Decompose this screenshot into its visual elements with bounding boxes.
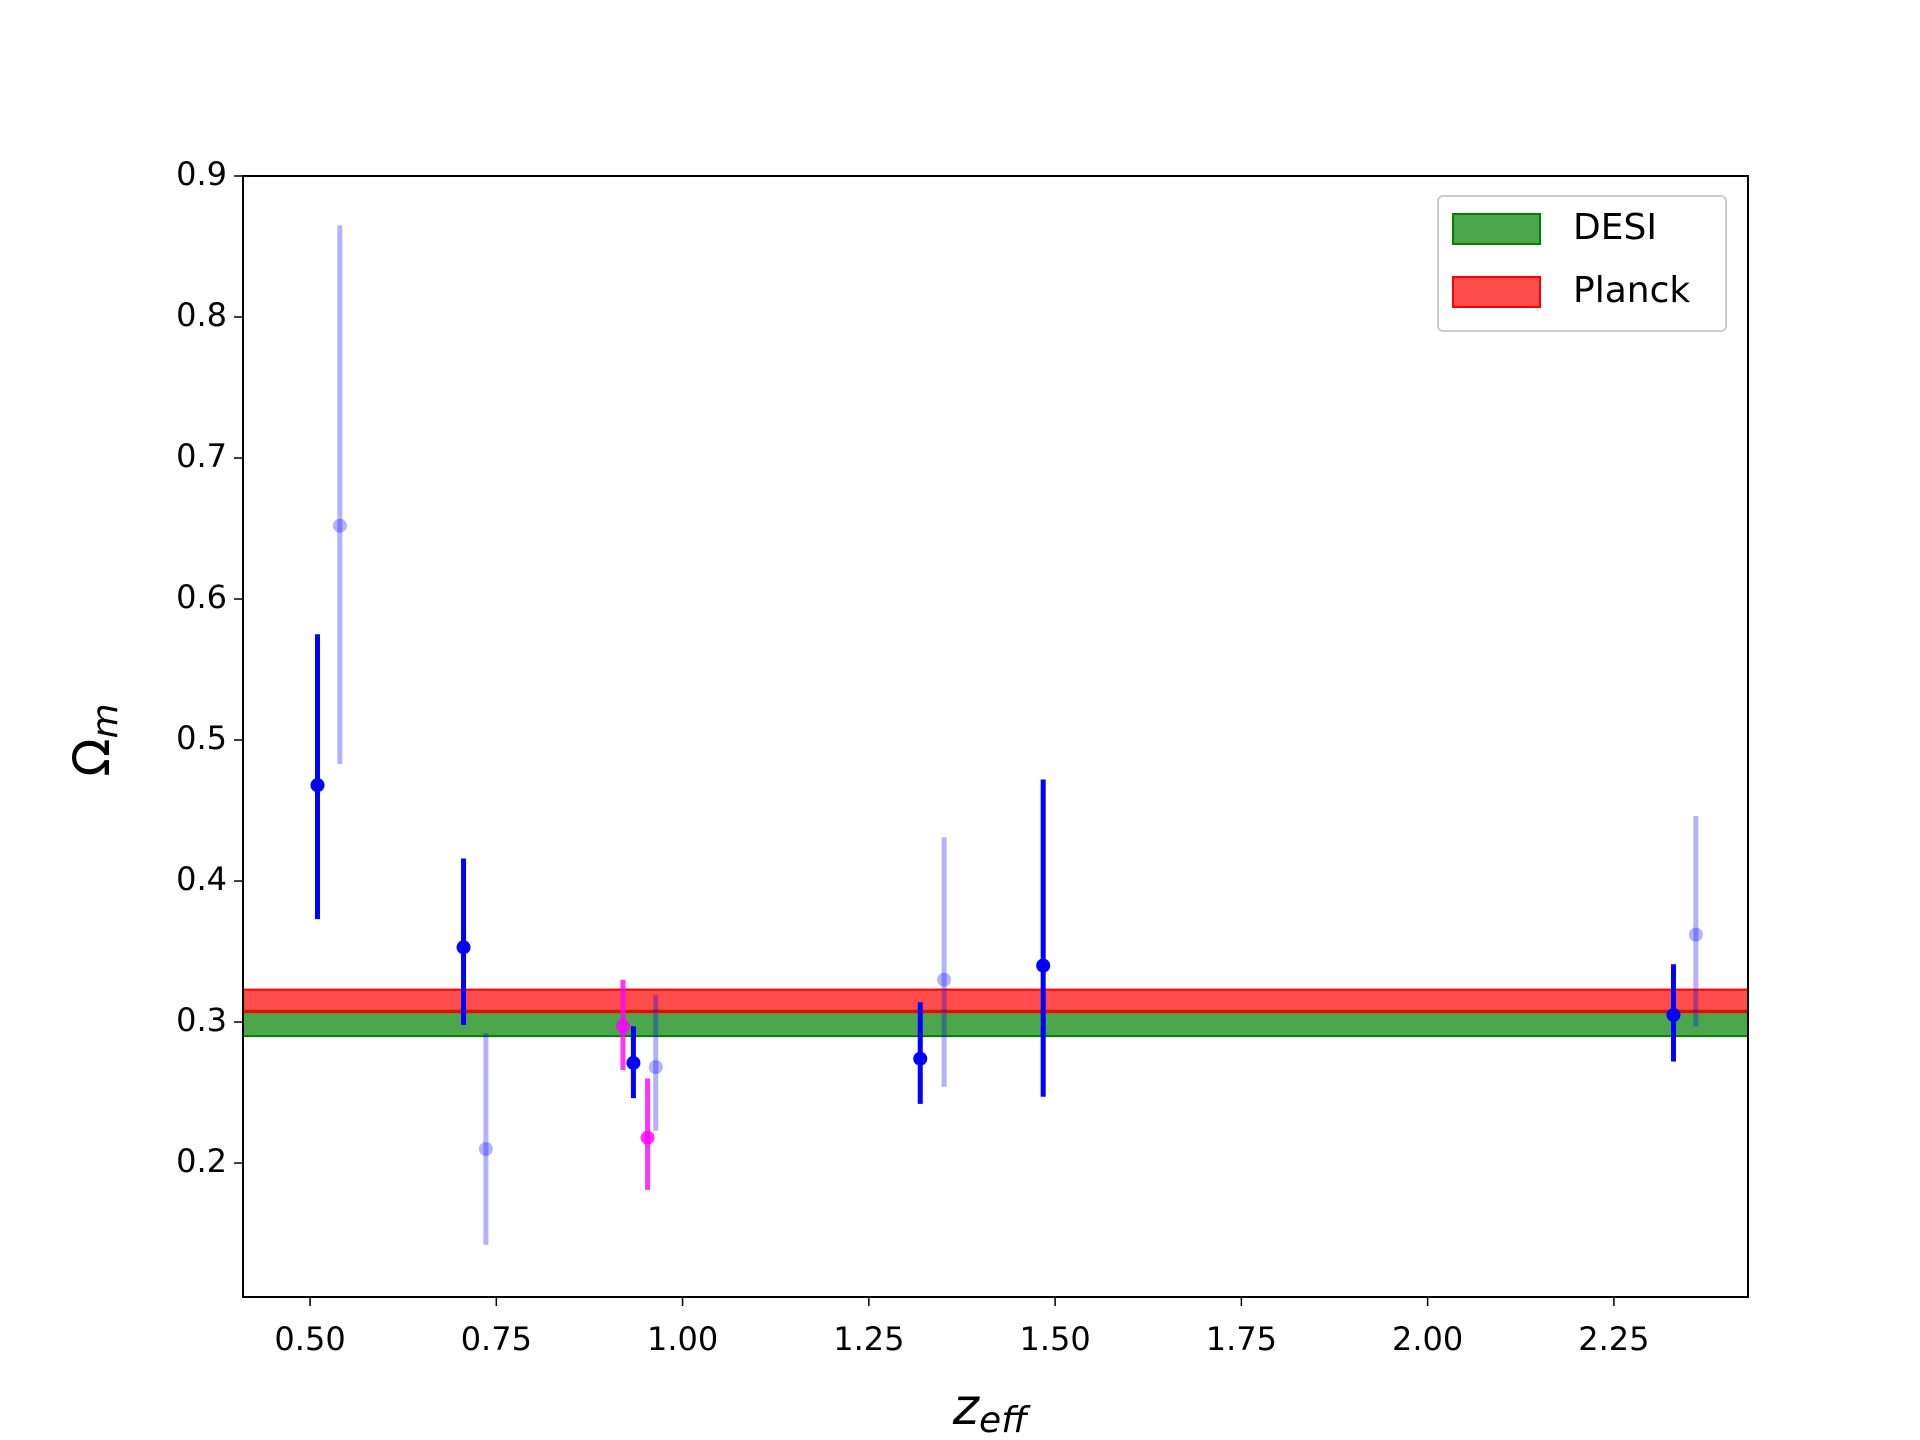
x-tick-label: 1.75 (1206, 1320, 1277, 1358)
y-axis-label: Ωm (63, 703, 127, 776)
x-tick-label: 2.00 (1392, 1320, 1463, 1358)
data-point (1666, 1007, 1681, 1022)
legend-label: DESI (1573, 207, 1657, 248)
data-point (1036, 958, 1051, 973)
x-tick-label: 0.75 (461, 1320, 532, 1358)
y-tick-label: 0.2 (176, 1142, 227, 1180)
y-tick-label: 0.7 (176, 437, 227, 475)
y-tick-label: 0.4 (176, 860, 227, 898)
x-tick-label: 1.25 (833, 1320, 904, 1358)
legend-swatch (1452, 213, 1541, 245)
x-tick-label: 0.50 (274, 1320, 345, 1358)
axes-frame (242, 175, 1749, 1298)
data-point (626, 1055, 641, 1070)
legend-swatch (1452, 276, 1541, 308)
band (242, 1009, 1749, 1038)
x-label-text: z (952, 1378, 981, 1436)
x-axis-label: zeff (952, 1378, 1031, 1440)
data-point (1688, 927, 1703, 942)
legend-label: Planck (1573, 270, 1690, 311)
data-point (478, 1141, 493, 1156)
y-tick-label: 0.9 (176, 155, 227, 193)
data-point (937, 972, 952, 987)
data-point (913, 1051, 928, 1066)
x-tick-label: 2.25 (1578, 1320, 1649, 1358)
data-point (332, 518, 347, 533)
y-label-sub: m (85, 703, 126, 738)
y-label-text: Ω (63, 738, 121, 776)
data-point (648, 1060, 663, 1075)
x-tick-label: 1.00 (647, 1320, 718, 1358)
y-tick-label: 0.8 (176, 296, 227, 334)
y-tick-label: 0.6 (176, 578, 227, 616)
data-point (615, 1019, 630, 1034)
x-label-sub: eff (979, 1400, 1031, 1440)
y-tick-label: 0.5 (176, 719, 227, 757)
x-tick-label: 1.50 (1019, 1320, 1090, 1358)
y-tick-label: 0.3 (176, 1001, 227, 1039)
data-point (640, 1130, 655, 1145)
band (242, 988, 1749, 1014)
data-point (310, 778, 325, 793)
data-point (456, 940, 471, 955)
